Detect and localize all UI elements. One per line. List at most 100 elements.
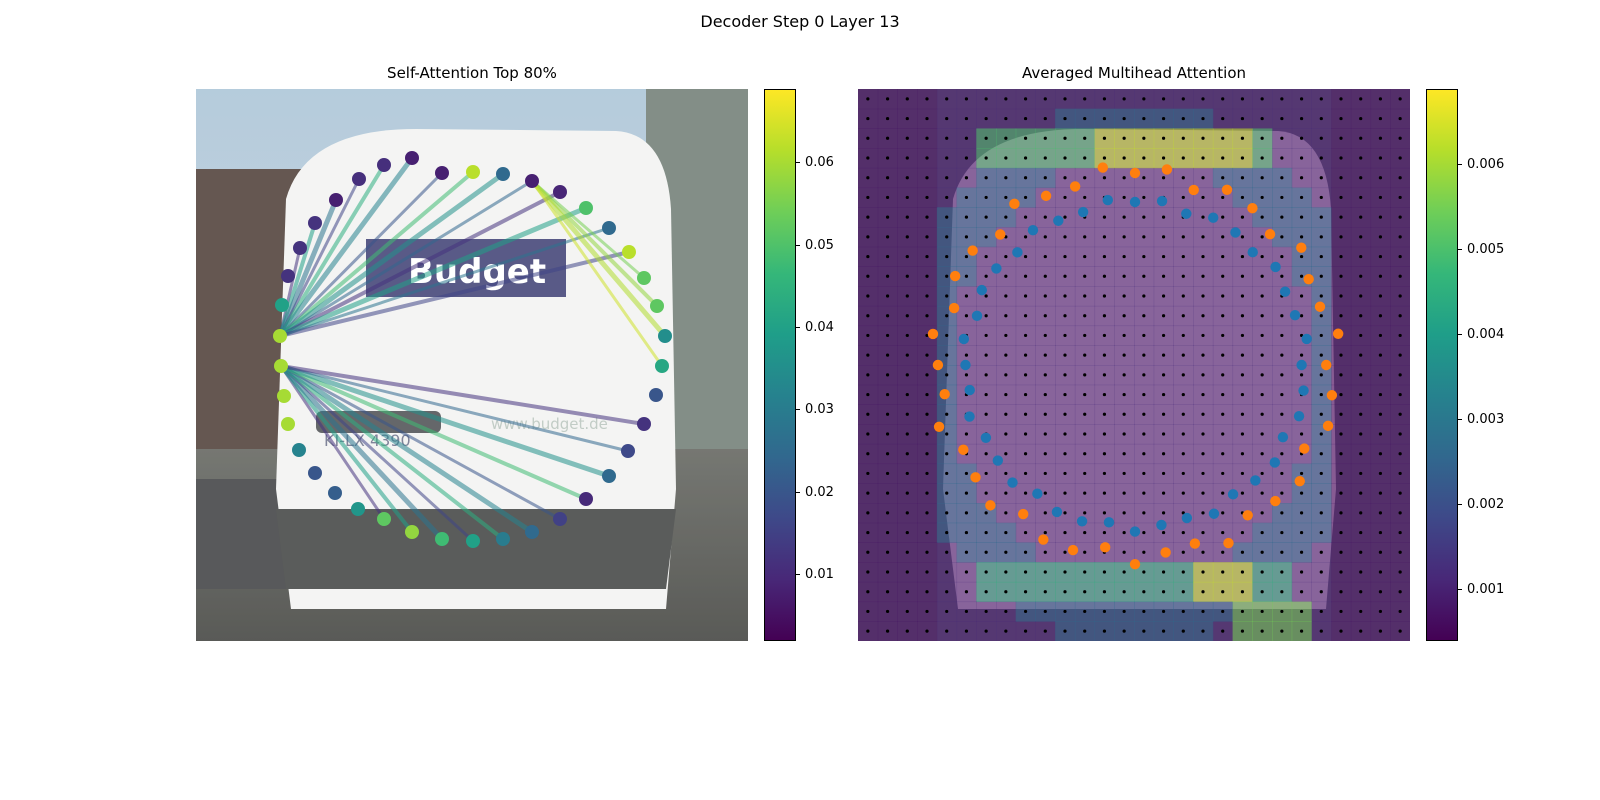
outer-point	[1040, 190, 1052, 202]
grid-dot	[925, 136, 929, 140]
grid-dot	[1398, 195, 1402, 200]
grid-dot	[1398, 609, 1402, 614]
grid-dot	[925, 353, 929, 357]
grid-dot	[1240, 412, 1245, 416]
grid-dot	[1319, 274, 1323, 278]
grid-dot	[905, 530, 909, 535]
grid-dot	[1023, 629, 1028, 633]
grid-dot	[1063, 412, 1067, 416]
grid-dot	[925, 530, 929, 535]
grid-dot	[1023, 195, 1028, 200]
attention-edge	[277, 156, 415, 338]
colorbar-tick-label: 0.03	[796, 403, 834, 417]
grid-dot	[1023, 609, 1028, 614]
grid-dot	[1398, 471, 1402, 476]
grid-dot	[945, 452, 949, 456]
grid-dot	[905, 294, 909, 298]
grid-dot	[1063, 452, 1067, 456]
grid-dot	[984, 570, 988, 574]
grid-dot	[1280, 550, 1284, 554]
outer-point	[1242, 510, 1253, 521]
grid-dot	[925, 254, 929, 259]
grid-dot	[1339, 195, 1343, 200]
grid-dot	[1004, 590, 1008, 594]
grid-dot	[1181, 491, 1185, 495]
grid-dot	[984, 156, 988, 160]
grid-dot	[1043, 274, 1047, 278]
grid-dot	[905, 254, 909, 259]
grid-dot	[984, 195, 988, 200]
attention-node	[650, 299, 664, 313]
grid-dot	[1201, 136, 1205, 140]
grid-dot	[1299, 195, 1304, 200]
attention-node	[496, 532, 510, 546]
grid-dot	[964, 314, 969, 318]
attention-node	[281, 269, 295, 283]
grid-dot	[1240, 471, 1245, 476]
grid-dot	[1221, 491, 1225, 495]
grid-dot	[1102, 432, 1107, 436]
grid-dot	[1004, 550, 1008, 554]
grid-dot	[1260, 235, 1264, 239]
grid-dot	[964, 156, 969, 160]
grid-dot	[905, 511, 909, 515]
grid-dot	[1102, 136, 1107, 140]
grid-dot	[1299, 432, 1304, 436]
grid-dot	[925, 274, 929, 278]
attention-node	[553, 185, 567, 199]
grid-dot	[1378, 432, 1383, 436]
grid-dot	[1004, 156, 1008, 160]
grid-dot	[1004, 294, 1008, 298]
grid-dot	[1161, 590, 1166, 594]
grid-dot	[1122, 609, 1126, 614]
grid-dot	[1201, 176, 1205, 180]
grid-dot	[984, 629, 988, 633]
grid-dot	[1378, 373, 1383, 377]
grid-dot	[1043, 452, 1047, 456]
attention-node	[525, 525, 539, 539]
grid-dot	[1043, 471, 1047, 476]
grid-dot	[945, 314, 949, 318]
colorbar-tick-label: 0.04	[796, 320, 834, 335]
grid-dot	[1004, 97, 1008, 101]
grid-dot	[1181, 235, 1185, 239]
grid-dot	[1319, 156, 1323, 160]
grid-dot	[925, 550, 929, 554]
grid-dot	[1023, 97, 1028, 101]
grid-dot	[1201, 452, 1205, 456]
outer-point	[967, 245, 978, 256]
grid-dot	[866, 570, 870, 574]
grid-dot	[1083, 314, 1087, 318]
grid-dot	[1004, 570, 1008, 574]
inner-point	[1277, 431, 1289, 443]
grid-dot	[1102, 353, 1107, 357]
grid-dot	[1280, 392, 1284, 397]
grid-dot	[1359, 471, 1363, 476]
grid-dot	[1083, 452, 1087, 456]
left-panel-title: Self-Attention Top 80%	[387, 64, 557, 82]
grid-dot	[866, 609, 870, 614]
grid-dot	[1260, 392, 1264, 397]
grid-dot	[1260, 491, 1264, 495]
attention-edge	[280, 364, 587, 501]
attention-edge	[279, 364, 475, 543]
grid-dot	[1280, 156, 1284, 160]
grid-dot	[1359, 373, 1363, 377]
grid-dot	[1221, 412, 1225, 416]
grid-dot	[1280, 176, 1284, 180]
grid-dot	[984, 412, 988, 416]
grid-dot	[905, 392, 909, 397]
grid-dot	[1260, 432, 1264, 436]
grid-dot	[1240, 452, 1245, 456]
grid-dot	[1043, 511, 1047, 515]
grid-dot	[1339, 176, 1343, 180]
grid-dot	[1280, 333, 1284, 338]
grid-dot	[1240, 373, 1245, 377]
grid-dot	[1201, 235, 1205, 239]
grid-dot	[1043, 176, 1047, 180]
grid-dot	[945, 195, 949, 200]
grid-dot	[1280, 570, 1284, 574]
grid-dot	[1339, 530, 1343, 535]
grid-dot	[866, 392, 870, 397]
grid-dot	[1161, 471, 1166, 476]
